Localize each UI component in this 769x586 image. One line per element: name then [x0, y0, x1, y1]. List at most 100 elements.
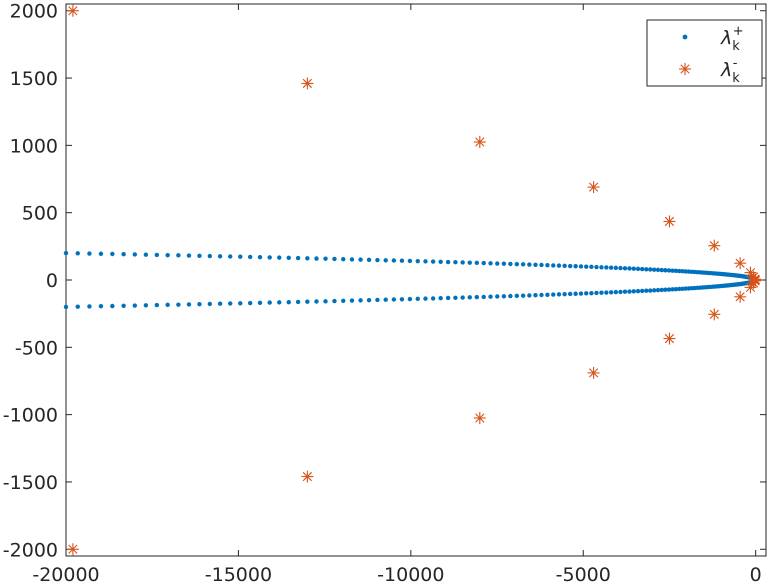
lambda-plus-point [573, 264, 578, 269]
x-tick-label: -5000 [556, 564, 611, 586]
lambda-plus-point [366, 257, 372, 263]
x-tick-label: -15000 [205, 564, 272, 586]
lambda-plus-point [676, 286, 682, 292]
y-tick-label: 1000 [10, 135, 58, 157]
lambda-plus-point [467, 260, 472, 265]
lambda-plus-point [578, 264, 584, 269]
lambda-plus-point [622, 266, 628, 271]
lambda-plus-point [673, 286, 679, 292]
lambda-plus-point [438, 296, 443, 301]
lambda-plus-point [683, 269, 688, 274]
lambda-plus-point [508, 261, 513, 267]
lambda-plus-point [589, 264, 594, 270]
lambda-plus-point [520, 262, 526, 267]
lambda-minus-point [663, 215, 676, 228]
lambda-minus-point [749, 274, 762, 286]
legend: λk+λk- [646, 19, 763, 87]
y-tick-label: -1500 [3, 472, 58, 494]
axis-ticks: -20000 -15000 -10000 -5000 0-2000-1500-1000-… [3, 1, 766, 586]
lambda-plus-point [627, 266, 632, 271]
lambda-plus-point [186, 302, 192, 307]
lambda-plus-point [197, 253, 202, 259]
lambda-plus-point [495, 294, 500, 299]
lambda-plus-point [87, 304, 92, 309]
lambda-plus-point [341, 298, 346, 304]
lambda-plus-point [453, 295, 458, 300]
lambda-plus-point [481, 294, 486, 300]
lambda-plus-point [267, 255, 272, 260]
lambda-minus-point [473, 412, 486, 424]
lambda-plus-point [445, 259, 451, 265]
lambda-plus-point [423, 259, 428, 264]
lambda-plus-point [143, 303, 149, 308]
lambda-plus-point [415, 296, 420, 302]
lambda-plus-point [683, 286, 688, 291]
x-tick-label: -10000 [377, 564, 444, 586]
lambda-plus-point [533, 262, 538, 267]
lambda-plus-point [618, 289, 623, 295]
lambda-plus-point [562, 291, 567, 297]
lambda-plus-point [613, 265, 619, 271]
lambda-plus-point [438, 259, 443, 264]
lambda-plus-point [618, 265, 623, 271]
lambda-plus-point [286, 255, 291, 261]
lambda-minus-point [587, 181, 600, 194]
x-tick-label: 0 [750, 564, 762, 586]
lambda-plus-point [305, 256, 310, 261]
lambda-plus-point [545, 292, 550, 297]
lambda-minus-point [301, 470, 314, 483]
lambda-plus-point [98, 251, 104, 256]
lambda-plus-point [430, 296, 436, 301]
lambda-plus-point [430, 259, 436, 264]
lambda-plus-point [573, 291, 578, 296]
lambda-plus-point [551, 292, 556, 297]
lambda-plus-point [63, 304, 69, 310]
lambda-plus-point [567, 263, 573, 269]
lambda-minus-point [663, 332, 676, 345]
lambda-plus-point [460, 260, 465, 265]
lambda-minus-point [734, 257, 747, 270]
lambda-plus-point [545, 263, 550, 268]
lambda-plus-point [594, 264, 599, 270]
lambda-plus-point [228, 254, 233, 259]
lambda-plus-point [176, 302, 181, 307]
y-tick-label: 500 [22, 203, 58, 225]
lambda-plus-point [165, 252, 170, 258]
lambda-plus-point [488, 261, 493, 266]
lambda-plus-point [399, 297, 405, 302]
y-tick-label: 1500 [10, 68, 58, 90]
lambda-plus-point [207, 301, 213, 307]
lambda-plus-point [98, 304, 104, 309]
lambda-plus-point [375, 257, 380, 263]
lambda-plus-point [445, 295, 451, 301]
lambda-plus-point [551, 263, 556, 268]
plot-area [65, 3, 767, 557]
lambda-plus-point [680, 286, 685, 291]
lambda-plus-point [589, 290, 594, 296]
lambda-plus-point [407, 258, 413, 264]
lambda-plus-point [655, 267, 661, 273]
lambda-minus-point [734, 290, 747, 303]
lambda-plus-point [217, 254, 223, 259]
lambda-plus-point [197, 301, 202, 307]
lambda-minus-point [708, 239, 721, 252]
lambda-plus-point [495, 261, 500, 266]
lambda-plus-point [659, 287, 664, 293]
lambda-plus-point [631, 289, 636, 294]
lambda-plus-point [481, 260, 486, 266]
lambda-plus-point [63, 250, 69, 256]
lambda-plus-point [238, 254, 243, 259]
lambda-plus-point [539, 292, 544, 298]
lambda-plus-point [635, 266, 641, 272]
lambda-plus-point [627, 289, 632, 294]
lambda-plus-point [514, 293, 520, 299]
lambda-plus-point [673, 268, 679, 274]
lambda-plus-point [176, 253, 181, 258]
lambda-plus-point [631, 266, 636, 271]
lambda-plus-point [467, 295, 472, 300]
y-tick-label: -2000 [3, 539, 58, 561]
lambda-plus-point [508, 293, 513, 299]
lambda-plus-point [217, 301, 223, 306]
lambda-plus-point [267, 300, 272, 305]
